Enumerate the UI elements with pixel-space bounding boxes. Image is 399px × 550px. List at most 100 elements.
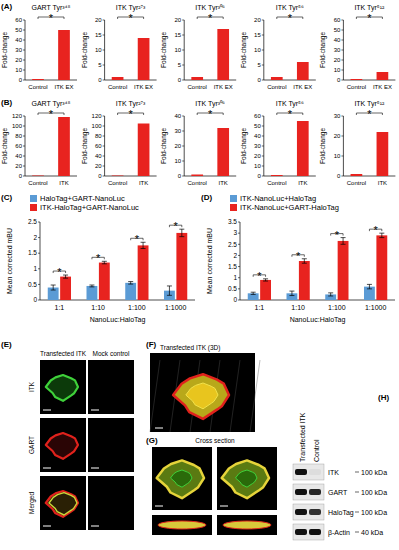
tick xyxy=(182,35,184,36)
plot-area xyxy=(191,29,229,80)
category-label: ITK xyxy=(378,180,387,186)
plot-area xyxy=(271,62,309,80)
sig-star: * xyxy=(367,12,372,24)
tick-label: 30 xyxy=(175,128,182,134)
sig-star: * xyxy=(57,266,62,278)
row-label: GART xyxy=(328,489,348,496)
tick xyxy=(103,20,105,21)
tick-label: 10 xyxy=(175,158,182,164)
tick xyxy=(38,300,40,301)
column-title: Mock control xyxy=(93,350,130,357)
tick-label: 10 xyxy=(254,47,261,53)
tick-label: 10 xyxy=(95,47,102,53)
error-bar xyxy=(341,238,346,245)
cell-section xyxy=(158,521,206,529)
chart-title: ITK Tyr⁵¹² xyxy=(354,4,385,12)
bar xyxy=(138,245,149,300)
blot-band xyxy=(295,489,307,495)
category-label: ITK EX xyxy=(134,84,153,90)
row-label: ITK xyxy=(28,381,35,392)
tick-label: 0 xyxy=(19,173,23,179)
bar xyxy=(58,30,70,80)
tick-label: 10 xyxy=(175,47,182,53)
tick xyxy=(182,161,184,162)
blot xyxy=(293,504,324,520)
tick xyxy=(341,80,343,81)
grid-3d xyxy=(250,360,260,432)
tick-label: 60 xyxy=(15,17,22,23)
sig-star: * xyxy=(135,233,140,245)
sig-star: * xyxy=(96,252,101,264)
tick xyxy=(238,288,240,289)
y-axis xyxy=(240,222,241,300)
tick xyxy=(23,176,25,177)
tick-label: 30 xyxy=(254,143,261,149)
tick-label: 50 xyxy=(254,123,261,129)
sig-star: * xyxy=(128,12,133,24)
tick xyxy=(182,65,184,66)
tick xyxy=(103,166,105,167)
tick-label: 120 xyxy=(12,113,23,119)
bar xyxy=(217,29,229,80)
panel-label: (F) xyxy=(146,340,157,349)
micrograph xyxy=(152,447,212,510)
figure: (A)(B)(C)(D)(E)(F)(G)(H)GART Tyr³⁴⁸Fold-… xyxy=(0,0,399,550)
tick xyxy=(38,284,40,285)
tick xyxy=(341,116,343,117)
axis-label: Fold-change xyxy=(240,32,248,69)
blot-band xyxy=(309,529,321,535)
tick xyxy=(238,255,240,256)
tick xyxy=(341,70,343,71)
tick-label: 0 xyxy=(19,77,23,83)
category-label: 1:10 xyxy=(91,304,105,311)
bar xyxy=(376,235,387,300)
panel-title: Transfected ITK (3D) xyxy=(160,344,220,352)
tick xyxy=(103,65,105,66)
tick xyxy=(238,222,240,223)
tick xyxy=(103,116,105,117)
chart-title: ITK Tyr⁵⁶ xyxy=(276,100,304,108)
sig-star: * xyxy=(373,224,378,236)
tick xyxy=(23,60,25,61)
category-label: Control xyxy=(28,84,47,90)
tick-label: 20 xyxy=(15,163,22,169)
category-label: Control xyxy=(347,84,366,90)
tick xyxy=(262,80,264,81)
bar xyxy=(297,62,309,80)
category-label: 1:1 xyxy=(55,304,65,311)
plot-area xyxy=(32,117,70,176)
bar xyxy=(351,79,363,80)
axis-label: Fold-change xyxy=(160,32,168,69)
plot-area xyxy=(32,30,70,80)
marker-dash xyxy=(355,472,359,473)
cell xyxy=(46,491,78,517)
scale-bar xyxy=(91,526,99,527)
panel-label: (B) xyxy=(1,98,12,107)
error-bar xyxy=(263,279,268,281)
tick-label: 100 xyxy=(92,123,103,129)
axis-label: Fold-change xyxy=(81,32,89,69)
tick-label: 50 xyxy=(15,27,22,33)
error-bar xyxy=(89,285,94,287)
error-bar xyxy=(128,282,133,284)
tick-label: 0.5 xyxy=(228,285,237,292)
micrograph xyxy=(40,360,86,414)
axis-label: Fold-change xyxy=(160,128,168,165)
blot-band xyxy=(309,469,321,475)
micrograph xyxy=(88,418,134,472)
tick-label: 15 xyxy=(254,32,261,38)
tick xyxy=(23,50,25,51)
bar xyxy=(297,121,309,176)
tick xyxy=(103,50,105,51)
category-label: ITK EX xyxy=(214,84,233,90)
tick-label: 10 xyxy=(254,163,261,169)
cell xyxy=(222,460,269,498)
tick-label: 40 xyxy=(175,113,182,119)
axis-label: Mean corrected mBU xyxy=(206,228,213,294)
scale-bar xyxy=(91,410,99,411)
sig-star: * xyxy=(49,108,54,120)
sig-star: * xyxy=(257,270,262,282)
tick xyxy=(23,166,25,167)
tick-label: 10 xyxy=(334,153,341,159)
tick xyxy=(23,126,25,127)
